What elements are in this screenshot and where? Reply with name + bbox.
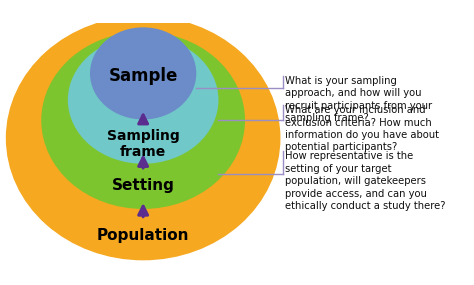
Ellipse shape xyxy=(68,36,219,164)
Text: Setting: Setting xyxy=(112,178,174,193)
Text: Sampling
frame: Sampling frame xyxy=(107,129,180,159)
Text: Sample: Sample xyxy=(109,67,178,85)
Text: What is your sampling
approach, and how will you
recruit participants from your
: What is your sampling approach, and how … xyxy=(285,76,432,123)
Ellipse shape xyxy=(90,27,196,119)
Text: Population: Population xyxy=(97,228,190,243)
Text: How representative is the
setting of your target
population, will gatekeepers
pr: How representative is the setting of you… xyxy=(285,151,446,211)
Ellipse shape xyxy=(41,32,245,209)
Text: What are your inclusion and
exclusion criteria? How much
information do you have: What are your inclusion and exclusion cr… xyxy=(285,105,439,152)
Ellipse shape xyxy=(6,16,281,260)
